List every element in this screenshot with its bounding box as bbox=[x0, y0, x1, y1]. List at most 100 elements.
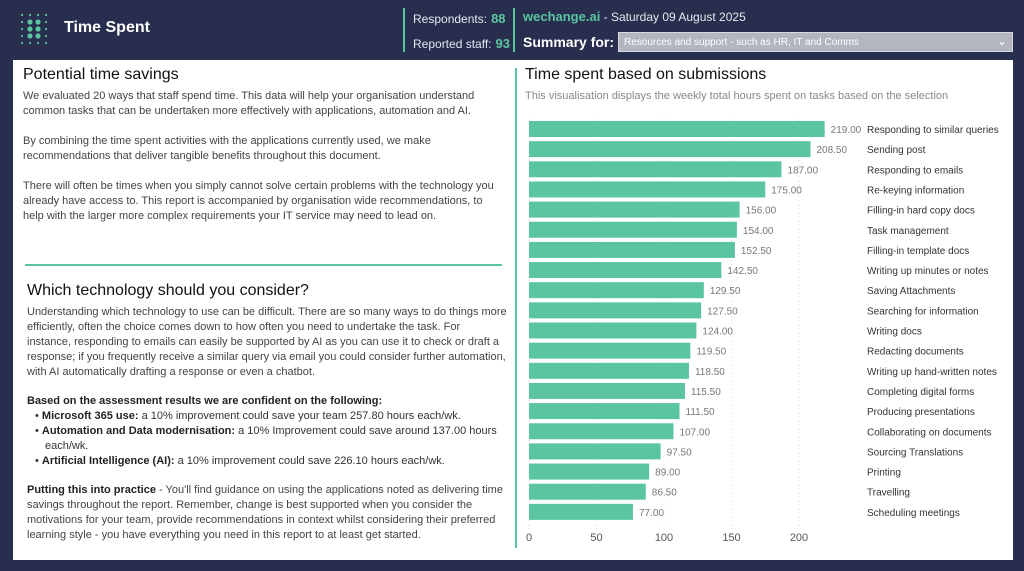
divider bbox=[25, 264, 502, 266]
staff-stat: Reported staff: 93 bbox=[413, 36, 510, 51]
data-label: 154.00 bbox=[743, 226, 774, 237]
paragraph: There will often be times when you simpl… bbox=[23, 180, 494, 222]
category-label: Producing presentations bbox=[867, 407, 975, 418]
data-label: 97.50 bbox=[667, 447, 692, 458]
data-label: 208.50 bbox=[816, 145, 847, 156]
staff-label: Reported staff: bbox=[413, 37, 492, 51]
category-label: Collaborating on documents bbox=[867, 427, 992, 438]
chevron-down-icon: ⌄ bbox=[996, 34, 1007, 48]
summary-selected: Resources and support - such as HR, IT a… bbox=[624, 37, 859, 48]
brand-line: wechange.ai - Saturday 09 August 2025 bbox=[523, 9, 746, 24]
brand-name: wechange.ai bbox=[523, 9, 601, 24]
bar[interactable] bbox=[529, 302, 702, 319]
category-label: Travelling bbox=[867, 488, 910, 499]
bar[interactable] bbox=[529, 443, 661, 460]
logo-dot bbox=[27, 33, 33, 39]
respondents-stat: Respondents: 88 bbox=[413, 11, 506, 26]
x-tick-label: 150 bbox=[722, 532, 740, 544]
content-panel: Potential time savings We evaluated 20 w… bbox=[13, 60, 1013, 560]
category-label: Saving Attachments bbox=[867, 286, 955, 297]
bar[interactable] bbox=[529, 342, 691, 359]
data-label: 152.50 bbox=[741, 246, 772, 257]
category-label: Responding to emails bbox=[867, 165, 963, 176]
data-label: 107.00 bbox=[679, 427, 710, 438]
practice-paragraph: Putting this into practice - You'll find… bbox=[27, 484, 503, 541]
bar[interactable] bbox=[529, 141, 811, 158]
x-tick-label: 50 bbox=[590, 532, 602, 544]
report-date: - Saturday 09 August 2025 bbox=[600, 10, 746, 24]
section-title: Potential time savings bbox=[23, 66, 179, 83]
data-label: 111.50 bbox=[686, 407, 716, 418]
category-label: Filling-in template docs bbox=[867, 246, 969, 257]
category-label: Responding to similar queries bbox=[867, 125, 999, 136]
bar[interactable] bbox=[529, 403, 680, 420]
bar[interactable] bbox=[529, 382, 685, 399]
bar[interactable] bbox=[529, 483, 646, 500]
logo-dot bbox=[27, 26, 33, 32]
header: Time Spent Respondents: 88 Reported staff… bbox=[0, 0, 1024, 58]
intro-text: We evaluated 20 ways that staff spend ti… bbox=[23, 89, 503, 239]
logo-dot bbox=[20, 13, 24, 17]
data-label: 187.00 bbox=[787, 165, 818, 176]
logo-dot bbox=[35, 19, 41, 25]
logo-dot bbox=[28, 41, 32, 45]
x-tick-label: 200 bbox=[790, 532, 808, 544]
bar-chart: 0 50 100 150 200 219.00 Responding to similar … bbox=[526, 116, 999, 544]
bar[interactable] bbox=[529, 201, 740, 218]
list-item: • Artificial Intelligence (AI): a 10% im… bbox=[35, 455, 445, 467]
paragraph: Understanding which technology to use ca… bbox=[27, 306, 507, 378]
savings-list: • Microsoft 365 use: a 10% improvement c… bbox=[35, 409, 507, 469]
bar[interactable] bbox=[529, 221, 737, 238]
data-label: 77.00 bbox=[639, 508, 664, 519]
staff-value: 93 bbox=[495, 36, 510, 51]
logo-dot bbox=[36, 41, 40, 45]
category-label: Sourcing Translations bbox=[867, 447, 963, 458]
category-label: Writing up minutes or notes bbox=[867, 266, 989, 277]
bar[interactable] bbox=[529, 423, 674, 440]
logo-dot bbox=[35, 26, 41, 32]
logo-dot bbox=[44, 27, 48, 31]
list-item: • Automation and Data modernisation: a 1… bbox=[35, 425, 497, 452]
summary-label: Summary for: bbox=[523, 34, 615, 50]
chart-subtitle: This visualisation displays the weekly t… bbox=[525, 90, 949, 102]
logo-icon bbox=[20, 13, 48, 45]
logo-dot bbox=[20, 34, 24, 38]
category-label: Searching for information bbox=[867, 306, 979, 317]
category-label: Writing docs bbox=[867, 327, 922, 338]
bar[interactable] bbox=[529, 503, 633, 520]
bar[interactable] bbox=[529, 161, 782, 178]
respondents-value: 88 bbox=[491, 11, 506, 26]
divider bbox=[513, 8, 515, 52]
paragraph: By combining the time spent activities w… bbox=[23, 135, 431, 162]
logo-dot bbox=[20, 27, 24, 31]
app-title: Time Spent bbox=[64, 19, 150, 36]
data-label: 142.50 bbox=[727, 266, 758, 277]
chart-title: Time spent based on submissions bbox=[525, 66, 767, 83]
data-label: 175.00 bbox=[771, 185, 802, 196]
divider bbox=[515, 68, 517, 548]
logo-dot bbox=[44, 34, 48, 38]
logo-dot bbox=[36, 13, 40, 17]
data-label: 129.50 bbox=[710, 286, 741, 297]
bar[interactable] bbox=[529, 282, 704, 299]
bar[interactable] bbox=[529, 181, 766, 198]
logo-dot bbox=[44, 20, 48, 24]
category-label: Re-keying information bbox=[867, 185, 964, 196]
data-label: 115.50 bbox=[691, 387, 721, 398]
bar[interactable] bbox=[529, 241, 735, 258]
bar[interactable] bbox=[529, 322, 697, 339]
bar[interactable] bbox=[529, 463, 650, 480]
bar[interactable] bbox=[529, 262, 722, 279]
data-label: 124.00 bbox=[702, 327, 733, 338]
bar[interactable] bbox=[529, 362, 689, 379]
x-tick-label: 0 bbox=[526, 532, 532, 544]
category-label: Printing bbox=[867, 468, 901, 479]
x-tick-label: 100 bbox=[655, 532, 673, 544]
summary-dropdown[interactable]: Resources and support - such as HR, IT a… bbox=[618, 32, 1013, 52]
data-label: 86.50 bbox=[652, 488, 677, 499]
confident-heading: Based on the assessment results we are c… bbox=[27, 395, 383, 407]
category-label: Filling-in hard copy docs bbox=[867, 206, 975, 217]
bar[interactable] bbox=[529, 121, 825, 137]
section-title: Which technology should you consider? bbox=[27, 282, 309, 299]
logo-dot bbox=[20, 41, 24, 45]
